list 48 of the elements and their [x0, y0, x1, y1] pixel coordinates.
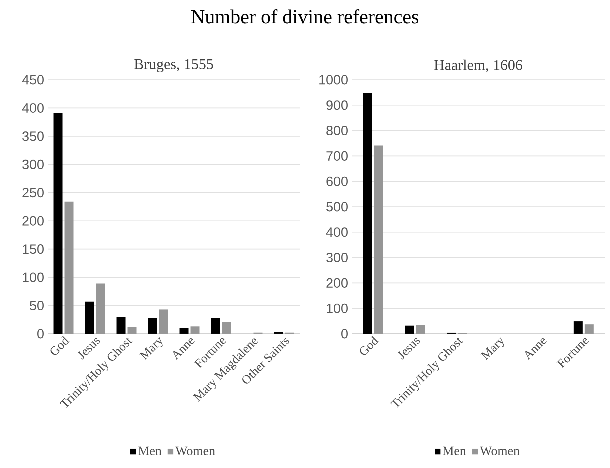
chart-title: Number of divine references [191, 10, 419, 24]
y-tick-label: 100 [327, 304, 348, 314]
bar [64, 202, 74, 334]
y-tick-label: 350 [22, 132, 44, 142]
legend-label: Women [480, 446, 520, 456]
bar [180, 328, 189, 334]
bar [211, 318, 220, 334]
bar [574, 322, 583, 334]
bar [96, 284, 106, 334]
bar [148, 318, 158, 334]
bar [116, 317, 126, 334]
y-tick-label: 800 [326, 126, 348, 136]
x-tick-label: God [50, 336, 70, 356]
y-tick-label: 400 [326, 228, 348, 238]
bar [85, 302, 94, 334]
bar [222, 322, 232, 334]
chart-subtitle: Bruges, 1555 [134, 59, 214, 72]
y-tick-label: 500 [326, 202, 348, 212]
y-tick-label: 300 [326, 253, 348, 263]
chart-subtitle: Haarlem, 1606 [434, 60, 522, 72]
y-tick-label: 600 [326, 176, 348, 186]
y-tick-label: 450 [22, 75, 44, 85]
bar [416, 325, 426, 334]
y-tick-label: 700 [326, 151, 348, 161]
y-tick-label: 250 [22, 188, 44, 198]
y-tick-label: 200 [326, 278, 348, 288]
bar [584, 324, 594, 334]
y-tick-label: 50 [30, 301, 44, 311]
bar [190, 326, 200, 334]
y-tick-label: 150 [23, 244, 44, 254]
bar [54, 113, 63, 334]
y-tick-label: 900 [326, 100, 348, 110]
bar [159, 310, 168, 334]
y-tick-label: 1000 [320, 75, 348, 85]
bar [128, 327, 137, 334]
y-tick-label: 400 [22, 103, 44, 113]
y-tick-label: 300 [22, 160, 44, 170]
y-tick-label: 100 [23, 272, 44, 282]
x-tick-label: God [360, 336, 380, 356]
bar [374, 146, 384, 334]
y-tick-label: 0 [38, 329, 44, 339]
y-tick-label: 0 [342, 329, 348, 339]
y-tick-label: 200 [22, 216, 44, 226]
legend-label: Men [443, 446, 466, 456]
bar [405, 326, 414, 334]
bar [363, 92, 372, 334]
legend-label: Women [176, 446, 216, 456]
legend-label: Men [138, 446, 162, 456]
